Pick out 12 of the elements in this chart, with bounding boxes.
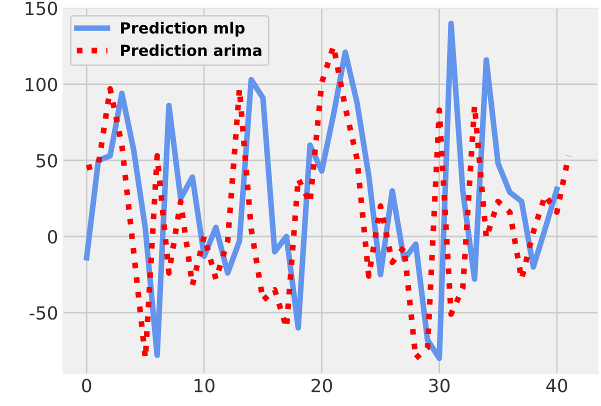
x-tick-label: 20 bbox=[312, 378, 332, 392]
y-tick-label: -50 bbox=[30, 306, 58, 320]
legend-label: Prediction mlp bbox=[121, 22, 245, 37]
x-tick-label: 0 bbox=[82, 378, 92, 392]
x-tick-label: 10 bbox=[194, 378, 214, 392]
x-tick-label: 30 bbox=[429, 378, 450, 392]
x-tick-label: 40 bbox=[546, 378, 568, 392]
y-tick-label: 150 bbox=[26, 2, 58, 16]
y-tick-label: 50 bbox=[36, 154, 58, 168]
y-tick-label: 0 bbox=[48, 230, 58, 244]
y-tick-label: 100 bbox=[26, 78, 58, 92]
legend-label: Prediction arima bbox=[121, 44, 262, 56]
